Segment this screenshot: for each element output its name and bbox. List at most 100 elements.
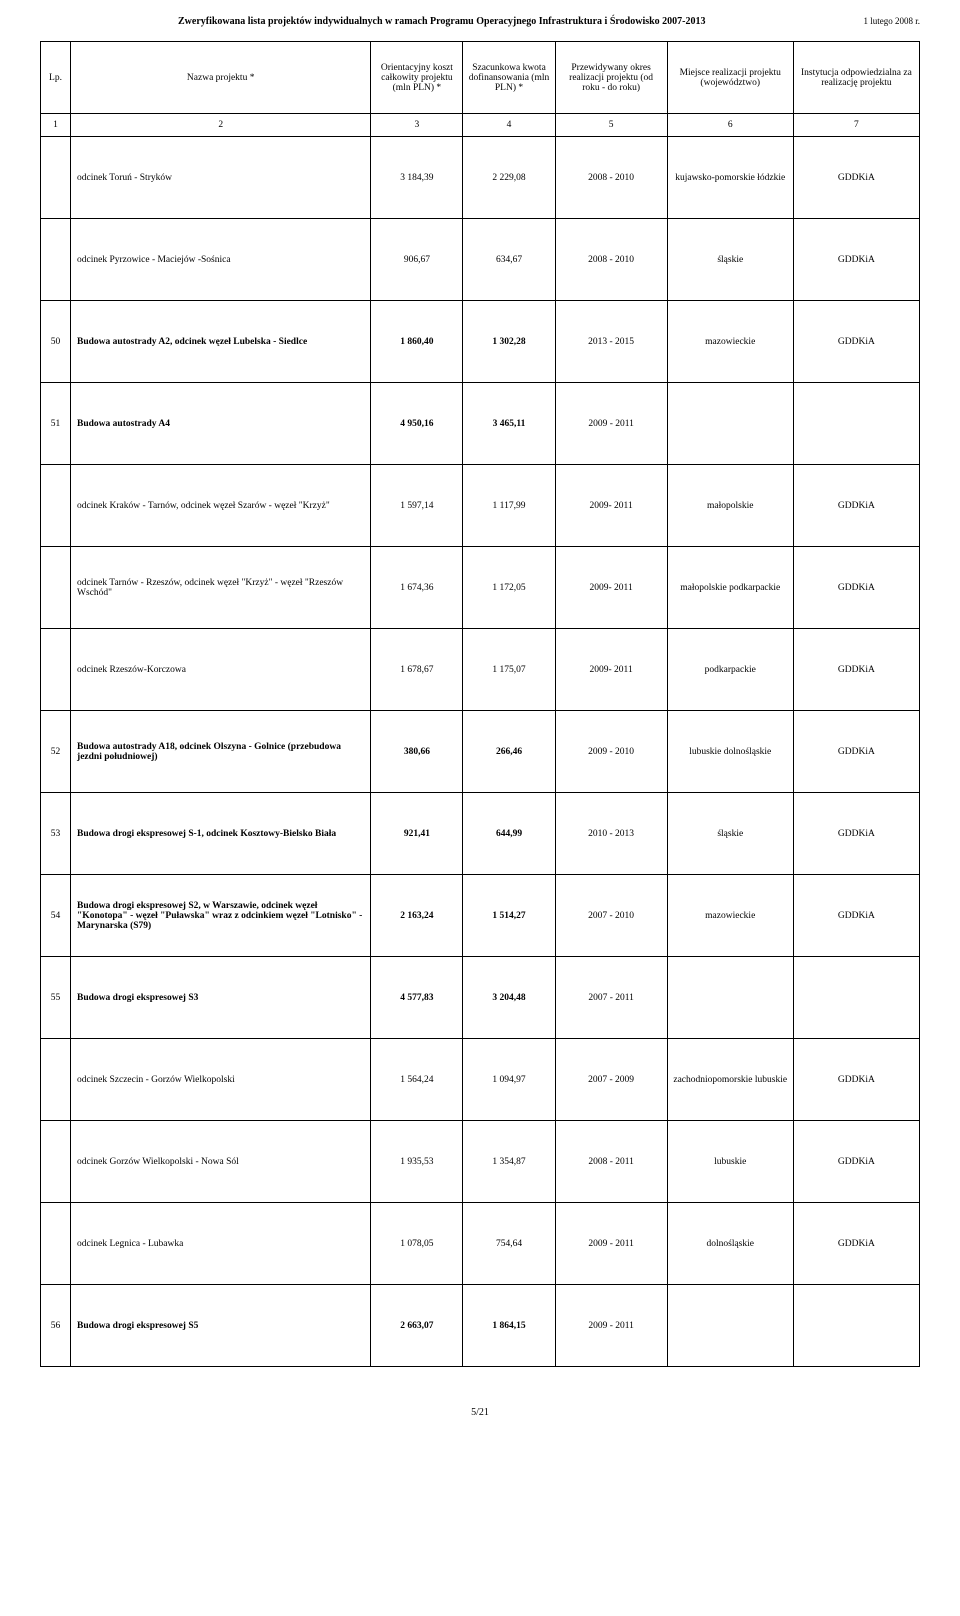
colnum-5: 5 [555,114,667,137]
cell-cost: 4 950,16 [371,383,463,465]
cell-cost: 2 663,07 [371,1285,463,1367]
doc-title: Zweryfikowana lista projektów indywidual… [40,16,844,27]
cell-period: 2007 - 2011 [555,957,667,1039]
cell-name: odcinek Pyrzowice - Maciejów -Sośnica [71,219,371,301]
cell-funding: 754,64 [463,1203,555,1285]
cell-name: Budowa drogi ekspresowej S-1, odcinek Ko… [71,793,371,875]
cell-lp [41,1039,71,1121]
col-lp: Lp. [41,42,71,114]
cell-cost: 1 860,40 [371,301,463,383]
cell-institution: GDDKiA [793,711,919,793]
colnum-7: 7 [793,114,919,137]
cell-funding: 644,99 [463,793,555,875]
cell-name: odcinek Kraków - Tarnów, odcinek węzeł S… [71,465,371,547]
cell-name: odcinek Legnica - Lubawka [71,1203,371,1285]
cell-lp: 50 [41,301,71,383]
cell-name: Budowa drogi ekspresowej S2, w Warszawie… [71,875,371,957]
cell-funding: 1 175,07 [463,629,555,711]
table-row: odcinek Szczecin - Gorzów Wielkopolski1 … [41,1039,920,1121]
cell-period: 2008 - 2010 [555,137,667,219]
table-row: 55Budowa drogi ekspresowej S34 577,833 2… [41,957,920,1039]
cell-lp [41,465,71,547]
projects-table: Lp. Nazwa projektu * Orientacyjny koszt … [40,41,920,1367]
cell-institution: GDDKiA [793,1121,919,1203]
cell-region [667,383,793,465]
cell-institution [793,1285,919,1367]
table-row: odcinek Kraków - Tarnów, odcinek węzeł S… [41,465,920,547]
table-row: 50Budowa autostrady A2, odcinek węzeł Lu… [41,301,920,383]
cell-region: lubuskie [667,1121,793,1203]
cell-institution: GDDKiA [793,219,919,301]
cell-period: 2009- 2011 [555,465,667,547]
cell-cost: 906,67 [371,219,463,301]
col-inst: Instytucja odpowiedzialna za realizację … [793,42,919,114]
cell-period: 2009 - 2011 [555,1285,667,1367]
cell-funding: 1 354,87 [463,1121,555,1203]
cell-region: podkarpackie [667,629,793,711]
cell-lp [41,629,71,711]
cell-period: 2007 - 2009 [555,1039,667,1121]
cell-funding: 3 465,11 [463,383,555,465]
cell-period: 2009 - 2010 [555,711,667,793]
cell-cost: 4 577,83 [371,957,463,1039]
table-row: odcinek Toruń - Stryków3 184,392 229,082… [41,137,920,219]
cell-cost: 1 564,24 [371,1039,463,1121]
cell-cost: 3 184,39 [371,137,463,219]
cell-funding: 1 864,15 [463,1285,555,1367]
table-row: odcinek Tarnów - Rzeszów, odcinek węzeł … [41,547,920,629]
table-row: 51Budowa autostrady A44 950,163 465,1120… [41,383,920,465]
cell-lp: 55 [41,957,71,1039]
col-name: Nazwa projektu * [71,42,371,114]
cell-region: lubuskie dolnośląskie [667,711,793,793]
colnum-6: 6 [667,114,793,137]
cell-cost: 1 597,14 [371,465,463,547]
cell-institution: GDDKiA [793,465,919,547]
cell-name: odcinek Rzeszów-Korczowa [71,629,371,711]
cell-period: 2009 - 2011 [555,1203,667,1285]
table-row: 54Budowa drogi ekspresowej S2, w Warszaw… [41,875,920,957]
table-row: odcinek Gorzów Wielkopolski - Nowa Sól1 … [41,1121,920,1203]
col-k1: Orientacyjny koszt całkowity projektu (m… [371,42,463,114]
cell-institution: GDDKiA [793,1039,919,1121]
cell-period: 2007 - 2010 [555,875,667,957]
page-footer: 5/21 [40,1407,920,1418]
doc-date: 1 lutego 2008 r. [844,16,921,26]
cell-funding: 1 514,27 [463,875,555,957]
cell-region [667,957,793,1039]
cell-funding: 1 094,97 [463,1039,555,1121]
cell-cost: 1 078,05 [371,1203,463,1285]
cell-lp [41,1203,71,1285]
cell-lp [41,137,71,219]
cell-name: odcinek Tarnów - Rzeszów, odcinek węzeł … [71,547,371,629]
cell-cost: 1 935,53 [371,1121,463,1203]
cell-region: mazowieckie [667,875,793,957]
cell-institution: GDDKiA [793,1203,919,1285]
table-row: 56Budowa drogi ekspresowej S52 663,071 8… [41,1285,920,1367]
cell-name: Budowa autostrady A18, odcinek Olszyna -… [71,711,371,793]
table-row: odcinek Rzeszów-Korczowa1 678,671 175,07… [41,629,920,711]
cell-lp: 52 [41,711,71,793]
cell-name: Budowa autostrady A2, odcinek węzeł Lube… [71,301,371,383]
cell-institution: GDDKiA [793,875,919,957]
table-header-row: Lp. Nazwa projektu * Orientacyjny koszt … [41,42,920,114]
cell-funding: 634,67 [463,219,555,301]
cell-lp [41,547,71,629]
cell-name: Budowa autostrady A4 [71,383,371,465]
cell-funding: 266,46 [463,711,555,793]
cell-cost: 921,41 [371,793,463,875]
cell-funding: 1 117,99 [463,465,555,547]
colnum-3: 3 [371,114,463,137]
cell-region: mazowieckie [667,301,793,383]
cell-region: małopolskie podkarpackie [667,547,793,629]
cell-institution [793,957,919,1039]
cell-lp [41,1121,71,1203]
cell-name: Budowa drogi ekspresowej S3 [71,957,371,1039]
cell-lp [41,219,71,301]
col-miejsce: Miejsce realizacji projektu (województwo… [667,42,793,114]
cell-institution: GDDKiA [793,629,919,711]
cell-region: śląskie [667,219,793,301]
col-okres: Przewidywany okres realizacji projektu (… [555,42,667,114]
table-row: 53Budowa drogi ekspresowej S-1, odcinek … [41,793,920,875]
cell-name: odcinek Szczecin - Gorzów Wielkopolski [71,1039,371,1121]
cell-region [667,1285,793,1367]
